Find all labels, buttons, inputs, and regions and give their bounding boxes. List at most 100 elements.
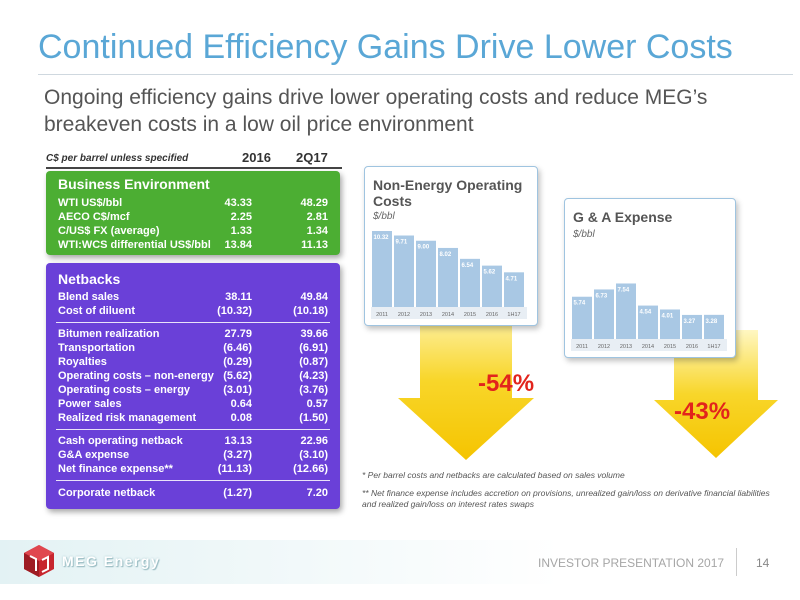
table-row: Royalties (0.29) (0.87) [58, 356, 328, 370]
row-label: Royalties [58, 356, 107, 368]
bar-value-label: 6.54 [462, 263, 474, 269]
table-separator [56, 429, 330, 430]
row-value-2016: (6.46) [223, 342, 252, 354]
footer-band [0, 540, 800, 584]
row-label: Power sales [58, 398, 122, 410]
table-row: AECO C$/mcf 2.25 2.81 [58, 211, 328, 225]
title-divider [38, 74, 793, 75]
row-label: WTI:WCS differential US$/bbl [58, 239, 211, 251]
slide-subtitle: Ongoing efficiency gains drive lower ope… [44, 86, 708, 136]
x-tick-label: 2013 [620, 344, 632, 350]
table-row: Cash operating netback 13.13 22.96 [58, 435, 328, 449]
bar-2013 [616, 283, 636, 339]
x-axis-band [571, 339, 727, 351]
row-value-2q17: (6.91) [299, 342, 328, 354]
row-label: Cost of diluent [58, 305, 135, 317]
row-label: Transportation [58, 342, 136, 354]
chart-units: $/bbl [573, 229, 595, 240]
logo-wordmark: MEG Energy [62, 553, 161, 569]
bar-2011 [372, 231, 392, 307]
bar-2013 [416, 240, 436, 307]
row-label: Net finance expense** [58, 463, 173, 475]
bar-value-label: 6.73 [596, 293, 608, 299]
bar-1H17 [504, 272, 524, 307]
row-value-2016: (1.27) [223, 487, 252, 499]
table-row: C/US$ FX (average) 1.33 1.34 [58, 225, 328, 239]
bar-value-label: 4.01 [662, 313, 674, 319]
non-energy-chart: 10.32 2011 9.71 2012 9.00 2013 8.02 2014 6.54 201… [371, 231, 527, 319]
x-tick-label: 2016 [686, 344, 698, 350]
x-tick-label: 2011 [376, 312, 388, 318]
row-value-2016: 2.25 [230, 211, 252, 223]
x-tick-label: 2016 [486, 312, 498, 318]
row-label: Cash operating netback [58, 435, 183, 447]
row-value-2016: (10.32) [217, 305, 252, 317]
row-label: Corporate netback [58, 487, 156, 499]
table-separator [56, 480, 330, 481]
row-value-2q17: 1.34 [306, 225, 328, 237]
row-label: Operating costs – energy [58, 384, 191, 396]
row-label: C/US$ FX (average) [58, 225, 160, 237]
table-row: Operating costs – energy (3.01) (3.76) [58, 384, 328, 398]
table-row: Realized risk management 0.08 (1.50) [58, 412, 328, 426]
bar-value-label: 3.28 [706, 319, 718, 325]
bar-value-label: 7.54 [618, 287, 630, 293]
row-value-2q17: 39.66 [300, 328, 328, 340]
column-header-2q17: 2Q17 [296, 150, 328, 165]
table-row: Bitumen realization 27.79 39.66 [58, 328, 328, 342]
row-value-2016: 38.11 [225, 291, 252, 303]
table-separator [56, 322, 330, 323]
footnote-per-barrel: * Per barrel costs and netbacks are calc… [362, 470, 625, 480]
x-tick-label: 2011 [576, 344, 588, 350]
x-tick-label: 1H17 [707, 344, 720, 350]
bar-1H17 [704, 314, 724, 339]
row-value-2016: (0.29) [223, 356, 252, 368]
row-value-2016: 0.64 [230, 398, 252, 410]
row-value-2q17: (1.50) [299, 412, 328, 424]
netbacks-panel: Netbacks Blend sales 38.11 49.84 Cost of… [46, 263, 340, 509]
row-value-2q17: 7.20 [306, 487, 328, 499]
table-header-rule [46, 167, 342, 169]
non-energy-chart-card: Non-Energy Operating Costs $/bbl 10.32 20… [364, 166, 538, 326]
row-label: Bitumen realization [58, 328, 160, 340]
table-row: Operating costs – non-energy (5.62) (4.2… [58, 370, 328, 384]
x-tick-label: 2015 [664, 344, 676, 350]
ga-decline-arrow [654, 330, 778, 458]
footnote-finance-expense: ** Net finance expense includes accretio… [362, 488, 770, 509]
row-value-2016: (3.01) [223, 384, 252, 396]
bar-2011 [572, 296, 592, 339]
bar-value-label: 9.00 [418, 245, 430, 251]
bar-2015 [660, 309, 680, 339]
x-tick-label: 2014 [642, 344, 654, 350]
row-label: WTI US$/bbl [58, 197, 123, 209]
non-energy-change-label: -54% [478, 370, 535, 397]
row-value-2q17: (10.18) [293, 305, 328, 317]
page-number: 14 [756, 556, 770, 570]
table-units-note: C$ per barrel unless specified [46, 153, 189, 164]
slide-title: Continued Efficiency Gains Drive Lower C… [38, 28, 733, 66]
row-value-2016: 1.33 [230, 225, 252, 237]
bar-2016 [482, 265, 502, 307]
row-value-2016: 27.79 [224, 328, 252, 340]
footer-presentation-label: INVESTOR PRESENTATION 2017 [538, 556, 725, 570]
x-axis-band [371, 307, 527, 319]
table-row: WTI:WCS differential US$/bbl 13.84 11.13 [58, 239, 328, 253]
row-value-2q17: 11.13 [301, 239, 328, 251]
row-value-2016: 43.33 [224, 197, 252, 209]
bar-2012 [394, 235, 414, 307]
row-value-2q17: 2.81 [306, 211, 328, 223]
ga-chart-card: G & A Expense $/bbl 5.74 2011 6.73 2012 7.54… [564, 198, 736, 358]
bar-value-label: 9.71 [396, 239, 408, 245]
bar-value-label: 8.02 [440, 252, 452, 258]
row-value-2016: (5.62) [223, 370, 252, 382]
row-value-2q17: (3.10) [299, 449, 328, 461]
x-tick-label: 2014 [442, 312, 454, 318]
row-label: G&A expense [58, 449, 130, 461]
table-row: G&A expense (3.27) (3.10) [58, 449, 328, 463]
row-label: Blend sales [58, 291, 120, 303]
bar-value-label: 10.32 [374, 235, 390, 241]
bar-2014 [438, 247, 458, 307]
bar-2015 [460, 258, 480, 307]
table-row: Transportation (6.46) (6.91) [58, 342, 328, 356]
row-value-2016: 13.84 [224, 239, 252, 251]
